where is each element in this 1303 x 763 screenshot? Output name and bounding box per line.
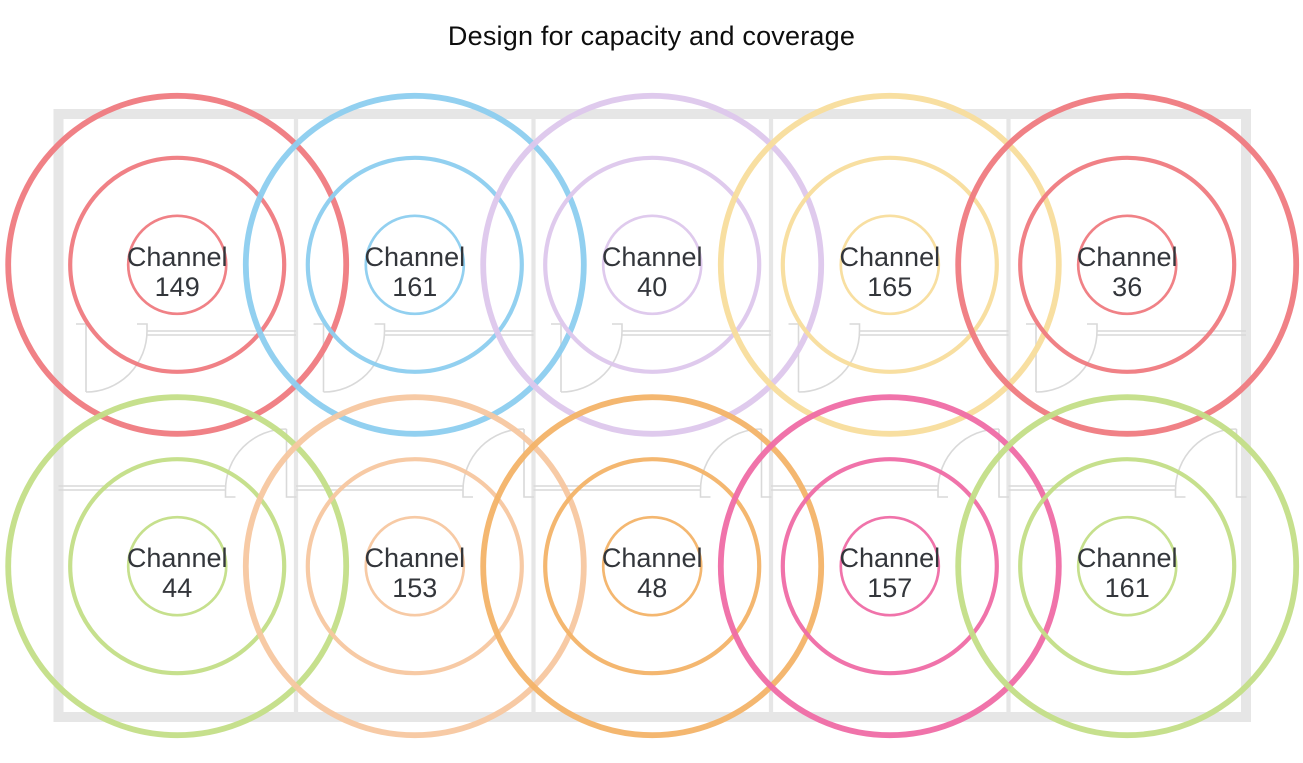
svg-text:Channel: Channel bbox=[1077, 543, 1178, 573]
svg-text:44: 44 bbox=[162, 573, 192, 603]
svg-text:Channel: Channel bbox=[365, 242, 466, 272]
svg-text:157: 157 bbox=[867, 573, 912, 603]
svg-text:Channel: Channel bbox=[365, 543, 466, 573]
svg-text:149: 149 bbox=[155, 272, 200, 302]
svg-text:40: 40 bbox=[637, 272, 667, 302]
svg-text:36: 36 bbox=[1112, 272, 1142, 302]
svg-text:Channel: Channel bbox=[127, 242, 228, 272]
svg-text:Channel: Channel bbox=[840, 543, 941, 573]
svg-text:Channel: Channel bbox=[602, 543, 703, 573]
svg-text:Channel: Channel bbox=[602, 242, 703, 272]
svg-text:165: 165 bbox=[867, 272, 912, 302]
svg-text:161: 161 bbox=[1105, 573, 1150, 603]
svg-text:Channel: Channel bbox=[840, 242, 941, 272]
svg-text:Channel: Channel bbox=[1077, 242, 1178, 272]
svg-text:161: 161 bbox=[392, 272, 437, 302]
svg-text:Channel: Channel bbox=[127, 543, 228, 573]
svg-text:153: 153 bbox=[392, 573, 437, 603]
svg-text:48: 48 bbox=[637, 573, 667, 603]
